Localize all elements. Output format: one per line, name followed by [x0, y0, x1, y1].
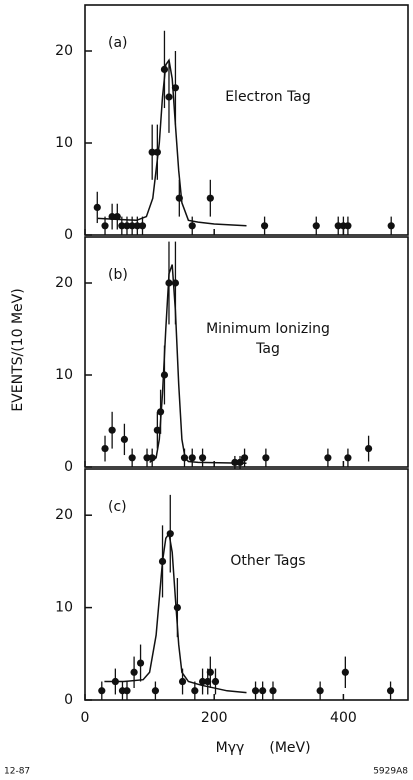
data-point	[178, 677, 187, 686]
data-point	[165, 93, 173, 101]
data-point	[269, 687, 277, 695]
data-point	[171, 84, 180, 92]
data-point	[123, 687, 131, 695]
footer-left: 12-87	[4, 767, 30, 777]
data-point	[251, 687, 260, 695]
data-point	[387, 222, 395, 230]
panel-label: (a)	[108, 35, 128, 51]
y-axis-label: EVENTS/(10 MeV)	[10, 288, 26, 411]
panel-label: (b)	[108, 267, 128, 283]
data-point	[344, 454, 352, 462]
y-tick-label: 20	[55, 507, 73, 523]
data-point	[118, 222, 126, 230]
y-tick-label: 10	[55, 135, 73, 151]
data-point	[198, 454, 207, 462]
data-point	[138, 222, 147, 230]
annotation: Minimum Ionizing	[206, 321, 330, 337]
data-point	[158, 557, 167, 566]
data-point	[312, 222, 320, 230]
data-point	[133, 222, 141, 230]
fit-curve	[104, 531, 247, 694]
data-point	[120, 435, 129, 443]
annotation: Other Tags	[230, 553, 305, 569]
data-point	[171, 279, 180, 287]
data-point	[165, 279, 173, 287]
y-tick-label: 0	[64, 459, 73, 475]
x-tick-label: 0	[81, 710, 90, 726]
data-point	[198, 677, 207, 686]
data-point	[136, 659, 145, 667]
y-tick-label: 0	[64, 227, 73, 243]
data-point	[191, 687, 199, 695]
data-point	[128, 454, 136, 462]
data-point	[148, 148, 156, 156]
data-point	[364, 445, 373, 453]
data-point	[101, 445, 109, 453]
data-point	[324, 454, 332, 462]
data-point	[188, 222, 196, 230]
data-point	[211, 677, 220, 686]
data-point	[111, 677, 119, 686]
data-point	[344, 222, 352, 230]
annotation: Electron Tag	[225, 89, 311, 105]
data-point	[180, 454, 189, 462]
data-point	[175, 194, 183, 202]
data-point	[123, 222, 131, 230]
data-point	[386, 687, 395, 695]
footer-right: 5929A8	[373, 767, 408, 777]
x-tick-label: 400	[330, 710, 357, 726]
data-point	[151, 687, 160, 695]
x-tick-label: 200	[201, 710, 228, 726]
data-point	[108, 213, 116, 221]
data-point	[316, 687, 324, 695]
y-tick-label: 20	[55, 43, 73, 59]
data-point	[93, 203, 101, 211]
data-point	[259, 687, 267, 695]
data-point	[260, 222, 269, 230]
panel-frame	[84, 4, 409, 236]
data-point	[156, 408, 165, 416]
y-tick-label: 0	[64, 692, 73, 708]
data-point	[334, 222, 342, 230]
data-point	[148, 454, 156, 462]
data-point	[166, 530, 174, 538]
panel-frame	[84, 236, 409, 468]
data-point	[101, 222, 109, 230]
data-point	[153, 426, 161, 434]
fit-curve	[97, 58, 247, 227]
data-point	[341, 668, 349, 676]
data-point	[236, 458, 244, 466]
data-point	[204, 677, 212, 686]
data-point	[188, 454, 196, 462]
panel-frame	[84, 468, 409, 701]
data-point	[130, 668, 138, 676]
data-point	[240, 454, 249, 462]
data-point	[160, 65, 169, 73]
data-point	[160, 371, 169, 379]
data-point	[206, 194, 214, 202]
data-point	[231, 458, 239, 466]
y-tick-label: 20	[55, 275, 73, 291]
y-tick-label: 10	[55, 367, 73, 383]
x-axis-label: Mγγ	[216, 740, 245, 756]
data-point	[262, 454, 270, 462]
data-point	[113, 213, 121, 221]
data-point	[173, 604, 181, 612]
data-point	[206, 668, 214, 676]
data-point	[143, 454, 151, 462]
data-point	[128, 222, 136, 230]
data-point	[153, 148, 161, 156]
panel-label: (c)	[108, 499, 127, 515]
annotation: Tag	[255, 341, 280, 357]
x-axis-unit: (MeV)	[269, 740, 310, 756]
data-point	[98, 687, 106, 695]
y-tick-label: 10	[55, 600, 73, 616]
data-point	[108, 426, 116, 434]
